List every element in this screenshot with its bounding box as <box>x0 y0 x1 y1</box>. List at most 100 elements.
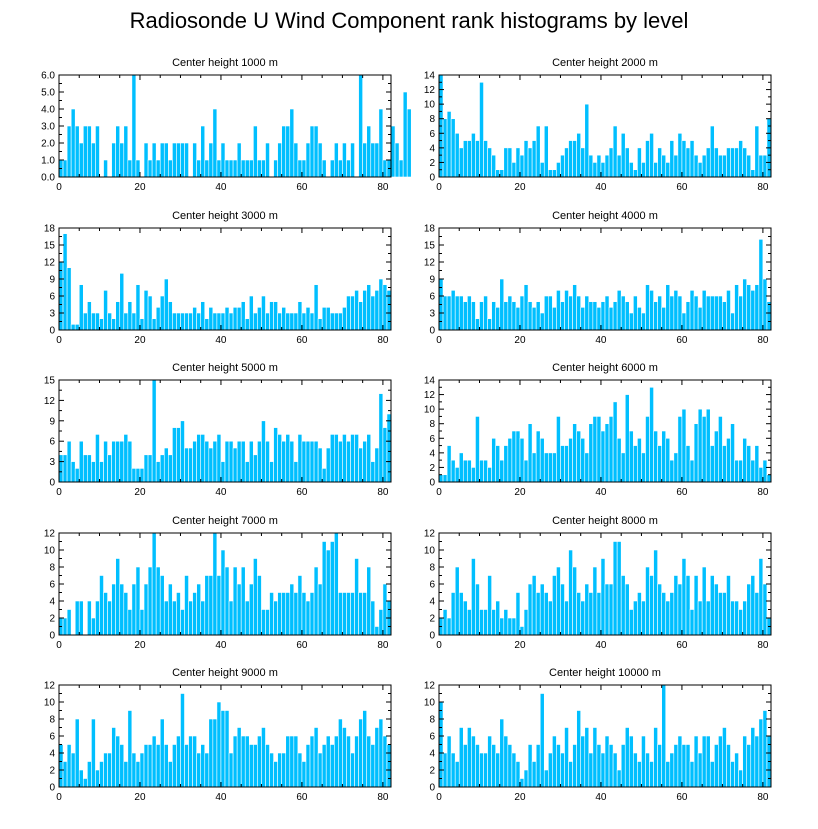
bar <box>462 301 468 331</box>
y-tick-label: 3 <box>49 309 55 320</box>
x-tick-label: 20 <box>514 487 526 498</box>
bar <box>325 549 331 636</box>
chart-panel-8: 0 20 40 60 80 0 2 4 6 8 10 12 Center height 8000 m <box>424 515 772 651</box>
bar <box>641 735 646 788</box>
bar <box>657 295 662 331</box>
bar <box>200 600 206 636</box>
bar <box>62 761 68 788</box>
bar <box>58 744 64 788</box>
bar <box>265 142 270 178</box>
bar <box>726 744 731 788</box>
x-tick-label: 60 <box>296 182 308 193</box>
bar <box>289 583 295 636</box>
bar <box>253 125 258 178</box>
y-tick-label: 0 <box>429 478 435 489</box>
bar <box>115 735 121 788</box>
bar <box>705 600 711 636</box>
bar <box>119 440 125 483</box>
y-tick-label: 2 <box>49 766 55 777</box>
bar <box>281 440 287 483</box>
bar <box>297 301 303 331</box>
bar <box>317 142 323 178</box>
bar <box>135 159 141 178</box>
y-tick-label: 9 <box>49 416 55 427</box>
bar <box>742 600 748 636</box>
y-tick-label: 4 <box>429 448 435 459</box>
bar <box>228 159 234 178</box>
main-title: Radiosonde U Wind Component rank histogr… <box>129 8 689 33</box>
y-tick-label: 3.0 <box>41 122 55 133</box>
x-tick-label: 60 <box>676 335 688 346</box>
bar <box>216 701 222 788</box>
bar <box>123 312 129 331</box>
bar <box>321 744 327 788</box>
bar <box>329 541 335 636</box>
bar <box>503 445 509 483</box>
bar <box>511 617 517 636</box>
y-tick-label: 2 <box>429 463 435 474</box>
x-tick-label: 0 <box>436 487 442 498</box>
x-tick-label: 0 <box>56 487 62 498</box>
x-tick-label: 40 <box>215 792 227 803</box>
bar <box>592 566 598 636</box>
bar <box>543 769 549 788</box>
panel-title: Center height 3000 m <box>172 210 278 222</box>
bar <box>576 132 582 178</box>
bar <box>382 284 388 331</box>
bar <box>123 125 129 178</box>
x-tick-label: 0 <box>56 792 62 803</box>
bar <box>645 566 650 636</box>
bar <box>107 600 112 636</box>
bar <box>633 752 638 788</box>
x-tick-label: 80 <box>757 487 769 498</box>
bar <box>394 142 400 178</box>
bar <box>261 609 266 636</box>
bar <box>176 592 181 636</box>
bar <box>556 744 561 788</box>
bar <box>232 735 238 788</box>
bar <box>346 592 351 636</box>
bar <box>204 159 210 178</box>
bar <box>297 434 303 483</box>
bar <box>172 427 177 483</box>
bar <box>176 312 181 331</box>
bar <box>240 440 246 483</box>
bar <box>600 301 606 331</box>
bar <box>91 718 96 788</box>
bar <box>746 284 752 331</box>
bar <box>366 566 372 636</box>
bar <box>253 312 258 331</box>
bar <box>119 142 125 178</box>
bar <box>204 440 210 483</box>
bar <box>228 312 234 331</box>
bar <box>588 592 594 636</box>
bar <box>673 452 679 483</box>
bar <box>584 583 590 636</box>
bar <box>758 718 764 788</box>
bar <box>766 474 772 483</box>
bar <box>503 735 509 788</box>
y-tick-label: 5.0 <box>41 88 55 99</box>
bar <box>624 583 630 636</box>
bar <box>475 140 480 178</box>
bar <box>208 447 214 483</box>
y-tick-label: 12 <box>44 396 56 407</box>
bar <box>78 284 84 331</box>
bar <box>285 434 291 483</box>
y-tick-label: 0 <box>49 631 55 642</box>
bar <box>471 132 476 178</box>
bar <box>99 761 104 788</box>
bar <box>309 592 315 636</box>
bar <box>273 301 278 331</box>
bar <box>244 735 250 788</box>
bar <box>641 452 646 483</box>
bar <box>758 239 764 331</box>
bar <box>180 420 185 483</box>
bar <box>552 735 557 788</box>
bar <box>624 394 630 483</box>
bar <box>82 125 88 178</box>
bar <box>139 609 145 636</box>
bar <box>204 318 210 331</box>
y-tick-label: 15 <box>424 241 436 252</box>
bar <box>305 744 311 788</box>
